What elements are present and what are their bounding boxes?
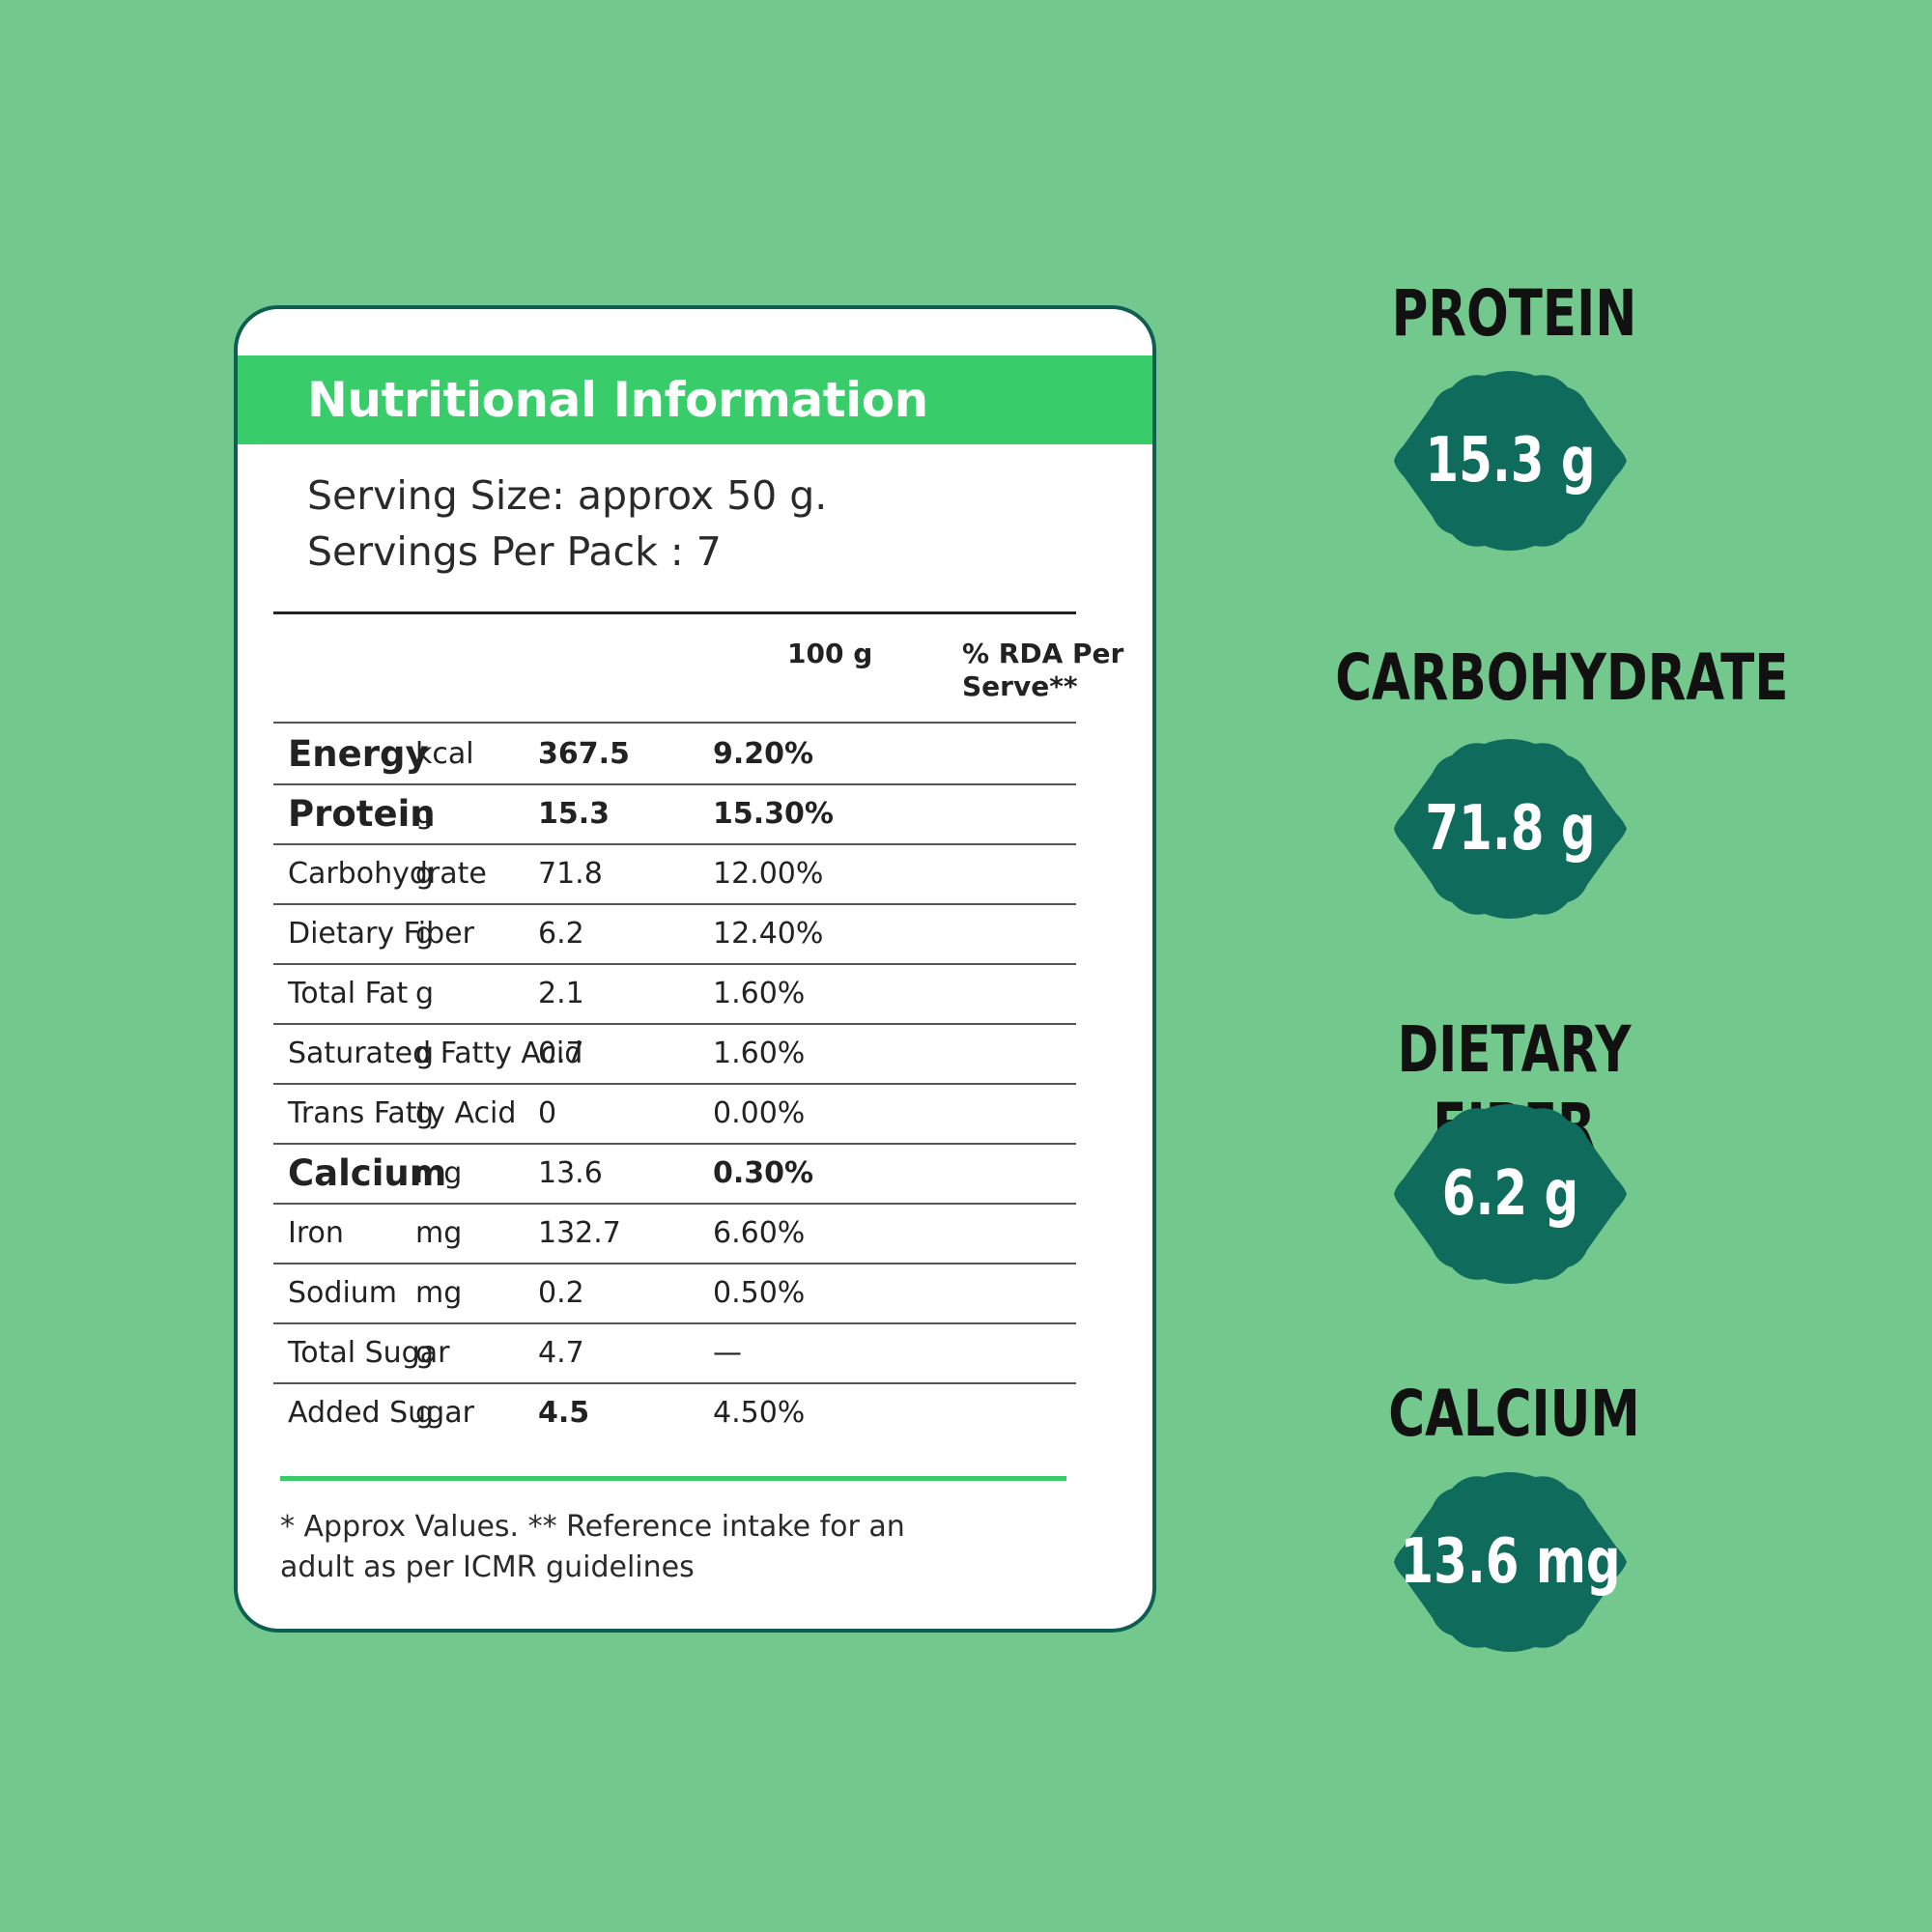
table-cell: Sodium [288,1276,398,1310]
table-cell: 0.00% [713,1096,806,1130]
table-row: Dietary Fiber g 6.2 12.40% [273,905,1076,965]
table-cell: g [415,1396,435,1430]
table-row: Saturated Fatty Acid g 0.7 1.60% [273,1025,1076,1085]
column-header: 100 g [787,638,873,669]
table-row: Calcium mg 13.6 0.30% [273,1145,1076,1205]
highlight-value: 15.3 g [1425,425,1596,497]
table-cell: 0 [538,1096,557,1130]
table-cell: Iron [288,1216,344,1250]
card-title: Nutritional Information [307,372,928,428]
badge-shape [1394,1472,1627,1652]
table-cell: 15.3 [538,797,611,831]
table-cell: 0.7 [538,1037,584,1070]
table-row: Energy kcal 367.5 9.20% [273,725,1076,785]
table-cell: Saturated Fatty Acid [288,1037,583,1070]
table-cell: Added Sugar [288,1396,474,1430]
badge-fill [1394,1104,1627,1284]
divider [280,1476,1066,1481]
table-cell: 4.50% [713,1396,806,1430]
table-cell: 9.20% [713,737,814,771]
table-cell: Energy [288,733,429,775]
table-cell: mg [415,1216,463,1250]
table-row: Total Fat g 2.1 1.60% [273,965,1076,1025]
table-row: Iron mg 132.7 6.60% [273,1205,1076,1264]
table-cell: g [415,977,435,1010]
table-cell: mg [415,1156,463,1190]
badge-fill [1394,739,1627,919]
table-cell: 71.8 [538,857,603,891]
table-cell: Total Fat [288,977,409,1010]
table-row: Carbohydrate g 71.8 12.00% [273,845,1076,905]
table-cell: 13.6 [538,1156,603,1190]
badge-fill [1394,371,1627,551]
badge-shape [1394,739,1627,919]
table-cell: 4.5 [538,1396,590,1430]
table-cell: 6.2 [538,917,584,951]
highlight-badge: 6.2 g [1392,1103,1629,1285]
serving-size: Serving Size: approx 50 g. [307,472,828,519]
table-cell: mg [415,1276,463,1310]
table-cell: 367.5 [538,737,630,771]
table-cell: g [415,857,435,891]
table-row: Sodium mg 0.2 0.50% [273,1264,1076,1324]
table-cell: 12.00% [713,857,824,891]
highlight-label: PROTEIN [1391,276,1637,351]
highlight-badge: 71.8 g [1392,738,1629,920]
table-cell: Carbohydrate [288,857,487,891]
table-row: Protein g 15.3 15.30% [273,785,1076,845]
table-row: Total Sugar g 4.7 — [273,1324,1076,1384]
table-cell: 15.30% [713,797,834,831]
table-cell: kcal [415,737,474,771]
table-cell: 132.7 [538,1216,621,1250]
table-cell: Protein [288,793,436,835]
highlight-badge: 13.6 mg [1392,1471,1629,1653]
column-header: % RDA Per Serve** [962,638,1124,702]
table-cell: 2.1 [538,977,584,1010]
table-cell: g [415,1037,435,1070]
badge-fill [1394,1472,1627,1652]
table-cell: g [415,1336,435,1370]
divider [273,611,1076,614]
divider [273,722,1076,724]
table-cell: Dietary Fiber [288,917,474,951]
table-cell: 12.40% [713,917,824,951]
table-cell: g [415,917,435,951]
highlight-badge: 15.3 g [1392,370,1629,552]
badge-shape [1394,371,1627,551]
table-cell: Total Sugar [288,1336,450,1370]
table-cell: Calcium [288,1152,447,1194]
highlight-value: 13.6 mg [1400,1526,1621,1598]
table-cell: 6.60% [713,1216,806,1250]
highlight-label: CALCIUM [1388,1377,1640,1451]
table-cell: 0.2 [538,1276,584,1310]
table-cell: 0.50% [713,1276,806,1310]
servings-per-pack: Servings Per Pack : 7 [307,528,722,575]
highlight-value: 71.8 g [1425,793,1596,865]
highlight-label: CARBOHYDRATE [1335,640,1789,715]
table-cell: 1.60% [713,977,806,1010]
table-cell: 4.7 [538,1336,584,1370]
table-cell: g [415,1096,435,1130]
nutrition-card: Nutritional Information Serving Size: ap… [234,305,1156,1633]
table-cell: 0.30% [713,1156,814,1190]
table-row: Trans Fatty Acid g 0 0.00% [273,1085,1076,1145]
table-cell: — [713,1336,742,1370]
title-band: Nutritional Information [238,355,1152,444]
table-row: Added Sugar g 4.5 4.50% [273,1384,1076,1444]
footnote: * Approx Values. ** Reference intake for… [280,1510,905,1584]
badge-shape [1394,1104,1627,1284]
table-cell: Trans Fatty Acid [288,1096,517,1130]
table-cell: 1.60% [713,1037,806,1070]
table-cell: g [415,797,435,831]
highlight-value: 6.2 g [1441,1158,1579,1230]
